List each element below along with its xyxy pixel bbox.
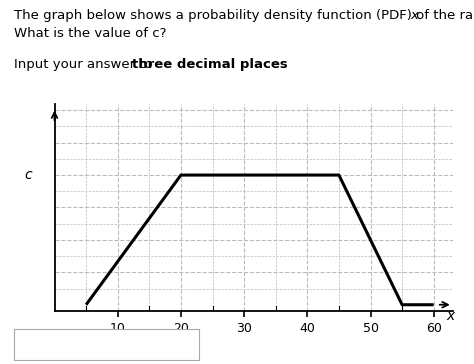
Text: x: x (447, 309, 455, 323)
Text: three decimal places: three decimal places (132, 58, 288, 71)
Text: x.: x. (410, 9, 423, 22)
Text: What is the value of c?: What is the value of c? (14, 27, 167, 40)
Text: Input your answer to: Input your answer to (14, 58, 157, 71)
Text: c: c (25, 168, 32, 182)
Text: .: . (281, 58, 285, 71)
Text: The graph below shows a probability density function (PDF) of the random variabl: The graph below shows a probability dens… (14, 9, 474, 22)
